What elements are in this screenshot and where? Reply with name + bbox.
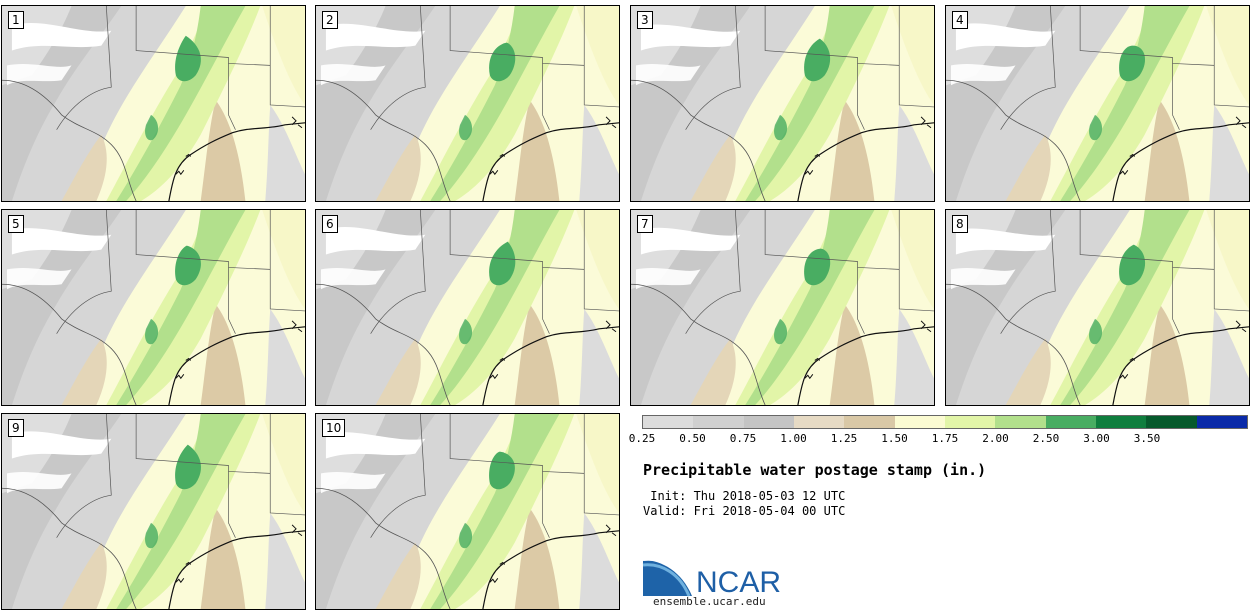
valid-time: Valid: Fri 2018-05-04 00 UTC <box>643 504 846 518</box>
colorbar-segment <box>944 416 996 428</box>
colorbar-tick-label: 1.25 <box>830 432 858 445</box>
precipitable-water-map <box>631 210 934 405</box>
map-panel: 2 <box>315 5 620 202</box>
colorbar-segment <box>1095 416 1147 428</box>
colorbar-segment <box>793 416 845 428</box>
colorbar-tick-label: 1.75 <box>931 432 959 445</box>
precipitable-water-map <box>946 210 1249 405</box>
colorbar-tick-label: 1.50 <box>881 432 908 445</box>
member-number-label: 10 <box>322 419 346 437</box>
site-url[interactable]: ensemble.ucar.edu <box>653 595 766 608</box>
colorbar <box>642 415 1248 429</box>
colorbar-tick-label: 0.75 <box>729 432 757 445</box>
precipitable-water-map <box>2 414 305 609</box>
map-panel: 5 <box>1 209 306 406</box>
map-panel: 9 <box>1 413 306 610</box>
map-panel: 10 <box>315 413 620 610</box>
colorbar-segment <box>643 416 694 428</box>
precipitable-water-map <box>631 6 934 201</box>
member-number-label: 3 <box>637 11 653 29</box>
colorbar-tick-label: 0.50 <box>679 432 706 445</box>
colorbar-tick-label: 3.00 <box>1083 432 1110 445</box>
member-number-label: 1 <box>8 11 24 29</box>
member-number-label: 8 <box>952 215 968 233</box>
colorbar-segment <box>894 416 945 428</box>
colorbar-tick-label: 0.25 <box>628 432 656 445</box>
map-panel: 3 <box>630 5 935 202</box>
colorbar-tick-label: 2.00 <box>982 432 1009 445</box>
map-panel: 1 <box>1 5 306 202</box>
page-title: Precipitable water postage stamp (in.) <box>643 461 987 479</box>
colorbar-segment <box>995 416 1046 428</box>
precipitable-water-map <box>316 210 619 405</box>
ncar-logo: NCAR <box>642 558 781 598</box>
init-time: Init: Thu 2018-05-03 12 UTC <box>643 489 846 503</box>
map-panel: 8 <box>945 209 1250 406</box>
map-panel: 6 <box>315 209 620 406</box>
member-number-label: 5 <box>8 215 24 233</box>
precipitable-water-map <box>2 210 305 405</box>
member-number-label: 7 <box>637 215 653 233</box>
colorbar-segment <box>1045 416 1096 428</box>
colorbar-segment <box>693 416 744 428</box>
colorbar-segment <box>743 416 794 428</box>
member-number-label: 4 <box>952 11 968 29</box>
colorbar-tick-label: 1.00 <box>780 432 807 445</box>
colorbar-segment <box>844 416 895 428</box>
colorbar-tick-label: 3.50 <box>1133 432 1161 445</box>
colorbar-segment <box>1196 416 1247 428</box>
precipitable-water-map <box>316 6 619 201</box>
map-panel: 7 <box>630 209 935 406</box>
precipitable-water-map <box>946 6 1249 201</box>
member-number-label: 2 <box>322 11 338 29</box>
precipitable-water-map <box>316 414 619 609</box>
member-number-label: 9 <box>8 419 24 437</box>
colorbar-tick-label: 2.50 <box>1032 432 1060 445</box>
map-panel: 4 <box>945 5 1250 202</box>
svg-text:NCAR: NCAR <box>696 566 781 598</box>
member-number-label: 6 <box>322 215 338 233</box>
colorbar-segment <box>1146 416 1197 428</box>
precipitable-water-map <box>2 6 305 201</box>
